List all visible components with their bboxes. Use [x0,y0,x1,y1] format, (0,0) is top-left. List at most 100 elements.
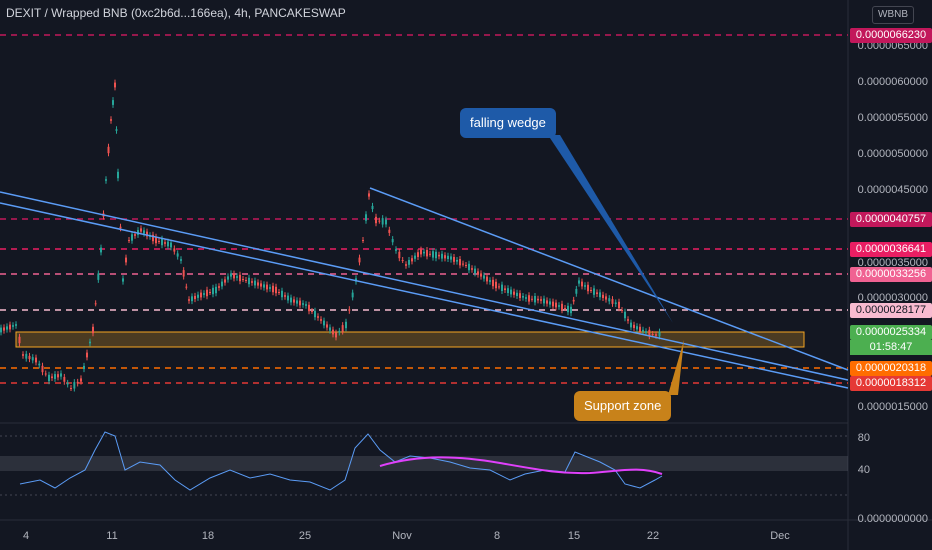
candle-body [658,331,661,337]
time-axis-label: 8 [493,530,501,542]
candle-body [185,286,188,288]
candle-body [287,295,289,301]
candle-body [115,129,118,131]
candle-body [323,320,325,326]
candle-body [335,332,337,338]
candle-body [311,311,313,312]
candle-body [191,296,193,302]
candle-body [492,279,494,287]
candle-body [125,257,127,263]
price-axis-label: 0.0000045000 [857,184,928,196]
candle-body [498,286,500,288]
candle-body [388,229,391,233]
candle-body [76,381,79,384]
candle-body [605,296,607,300]
price-axis-label: 0.0000035000 [857,257,928,269]
candle-body [375,216,377,224]
candle-body [164,242,166,244]
candle-body [471,268,473,270]
candle-body [624,311,626,319]
candle-body [97,273,100,280]
candle-body [510,289,512,295]
candle-body [543,298,545,304]
candle-body [206,289,208,297]
candle-body [94,303,97,305]
candle-body [326,324,328,328]
candle-body [143,230,145,234]
candle-body [453,257,455,262]
candle-body [495,281,497,289]
candle-body [131,234,133,241]
candle-body [401,260,404,261]
candle-body [35,357,37,363]
candle-body [212,287,214,295]
candle-body [188,299,190,301]
candle-body [73,382,76,389]
candle-body [549,301,551,305]
price-axis-label: 0.0000015000 [857,401,928,413]
candle-body [239,274,241,282]
price-tag: 0.0000018312 [850,376,932,391]
candle-body [462,263,464,265]
candle-body [112,100,114,105]
candle-body [233,273,235,279]
candle-body [227,276,229,280]
candle-body [362,240,364,241]
candle-body [516,292,518,296]
candle-body [411,258,413,262]
candle-body [621,310,623,311]
price-tag: 0.0000036641 [850,242,932,257]
price-tag: 0.0000028177 [850,303,932,318]
candle-body [28,355,31,360]
falling-wedge-callout[interactable]: falling wedge [460,108,556,138]
candle-countdown: 01:58:47 [850,340,932,355]
candle-body [578,280,580,284]
candle-body [426,250,428,257]
candle-body [180,259,182,261]
candle-body [450,256,452,260]
candle-body [152,234,154,242]
candle-body [480,273,482,277]
trend-lines [0,187,849,389]
candle-body [408,260,410,265]
candle-body [54,374,56,379]
candle-body [167,241,169,247]
candle-body [468,263,470,271]
candle-body [507,288,509,293]
rsi-axis-label: 80 [857,432,870,444]
candle-body [329,327,331,331]
support-zone-callout[interactable]: Support zone [574,391,672,421]
candle-body [117,171,119,179]
candle-body [92,326,94,334]
candle-body [194,295,196,300]
candle-body [254,280,256,286]
candle-body [66,382,69,385]
candle-body [176,253,179,257]
candle-body [351,292,354,298]
candle-body [414,255,416,259]
candle-body [51,376,53,379]
candle-body [645,331,647,333]
candle-body [15,324,17,326]
candle-body [417,252,419,257]
price-tag: 0.0000066230 [850,28,932,43]
currency-badge[interactable]: WBNB [872,6,914,24]
candle-body [587,284,589,292]
candle-body [317,316,319,318]
candle-body [531,298,533,300]
candle-body [158,241,160,242]
candle-body [140,228,142,232]
candle-body [486,276,488,282]
candle-body [558,305,560,307]
candle-body [332,329,334,335]
candle-body [636,326,638,330]
candle-body [341,325,344,332]
candle-body [60,373,62,377]
time-axis-label: 11 [106,530,118,542]
candle-body [100,247,102,253]
candle-body [105,179,107,181]
candle-body [230,273,232,277]
candle-body [441,253,443,259]
candle-body [540,299,542,301]
